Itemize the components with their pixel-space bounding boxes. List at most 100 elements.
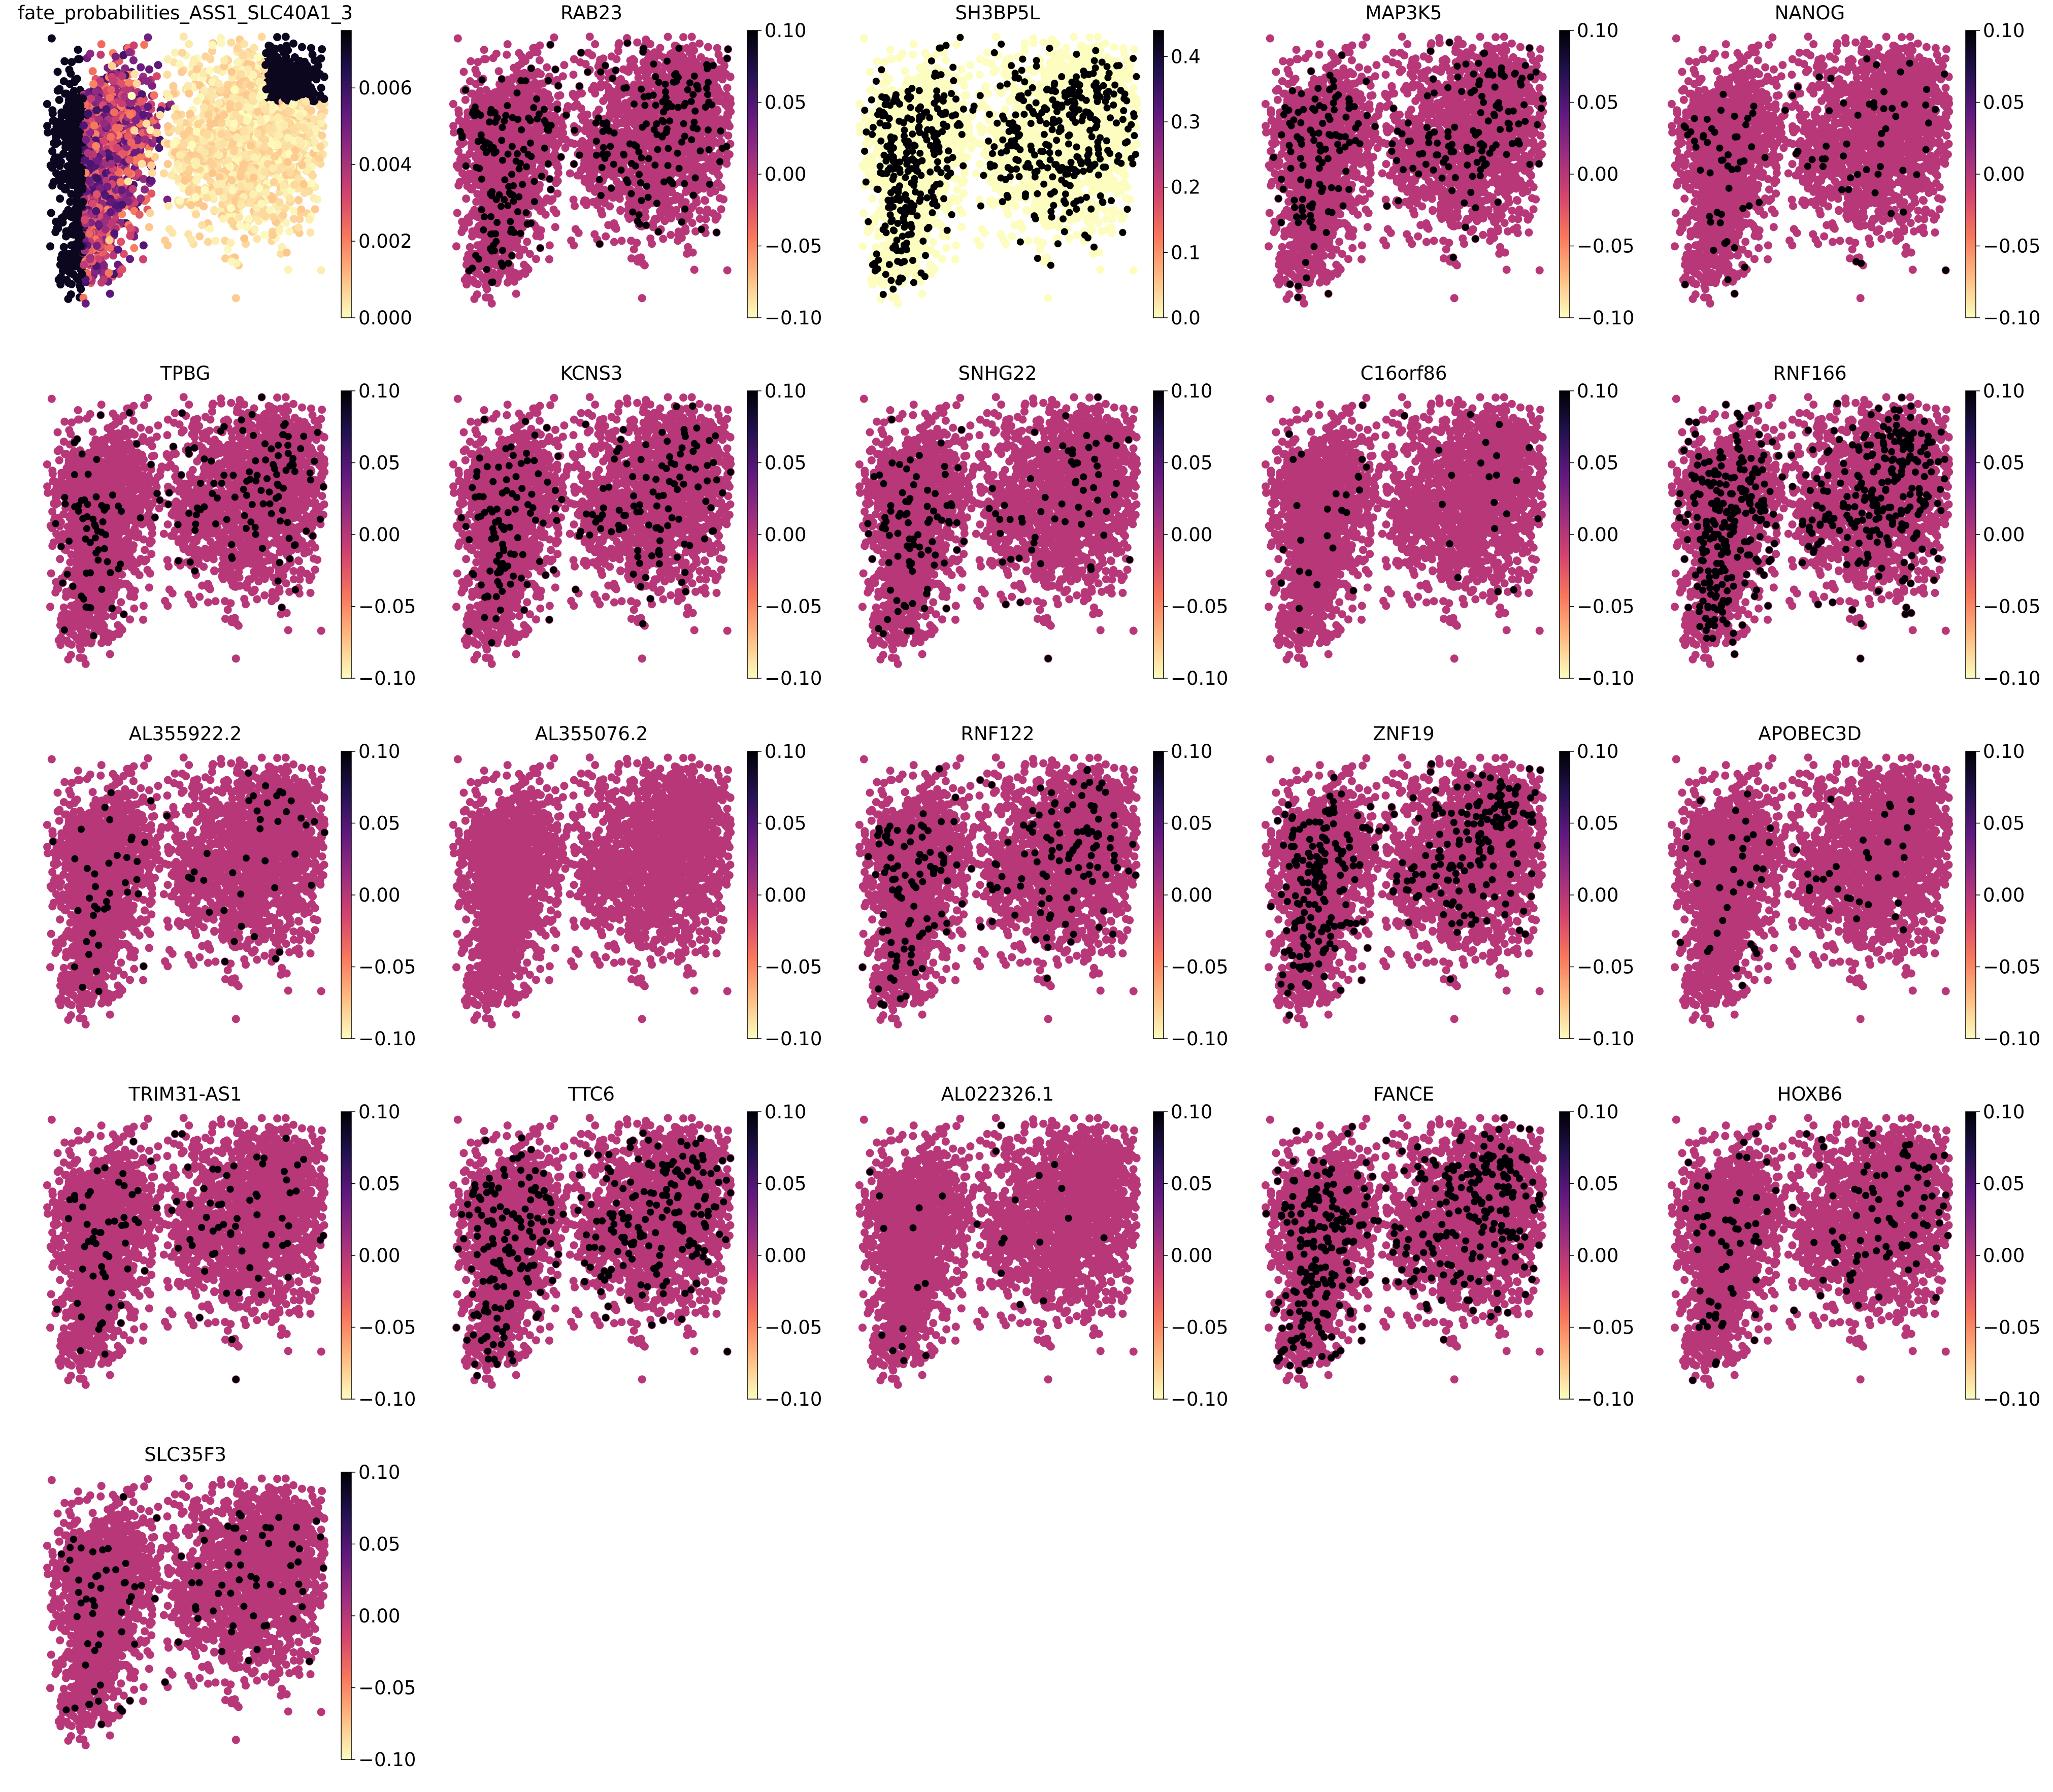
cell-point <box>454 147 462 155</box>
cell-point <box>105 269 113 277</box>
cell-point <box>454 181 462 189</box>
cell-point <box>270 178 278 186</box>
cell-point <box>250 174 258 182</box>
cell-point <box>454 106 462 114</box>
cell-point <box>82 136 90 144</box>
cell-point <box>93 190 101 198</box>
cell-point <box>318 112 326 120</box>
cell-point <box>219 139 227 147</box>
cell-point <box>458 169 467 177</box>
cell-point <box>233 133 241 141</box>
cell-point <box>170 83 178 91</box>
cell-point <box>460 224 468 233</box>
cell-point <box>308 179 316 187</box>
cell-point <box>207 120 215 128</box>
cell-point <box>86 160 94 168</box>
cell-point <box>218 119 226 127</box>
cell-point <box>235 102 243 110</box>
cell-point <box>227 217 236 225</box>
cell-point <box>143 120 151 128</box>
cell-point <box>164 202 173 210</box>
cell-point <box>154 61 162 69</box>
cell-point <box>126 255 134 263</box>
cell-point <box>130 42 138 50</box>
cell-point <box>290 181 299 189</box>
cell-point <box>57 182 65 190</box>
cell-point <box>301 58 309 66</box>
cell-point <box>138 160 146 168</box>
cell-point <box>43 100 51 108</box>
cell-point <box>180 131 188 139</box>
cell-point <box>219 194 227 202</box>
cell-point <box>232 294 240 302</box>
cell-point <box>137 194 145 203</box>
cell-point <box>230 120 238 128</box>
cell-point <box>68 119 76 127</box>
cell-point <box>76 55 84 63</box>
cell-point <box>130 126 139 135</box>
cell-point <box>493 94 501 103</box>
cell-point <box>320 73 328 81</box>
cell-point <box>57 273 65 281</box>
cell-point <box>92 142 100 150</box>
cell-point <box>240 40 248 48</box>
cell-point <box>520 246 528 254</box>
cell-point <box>80 121 88 129</box>
cell-point <box>227 204 235 212</box>
cell-point <box>148 169 156 177</box>
cell-point <box>54 224 62 233</box>
cell-point <box>570 71 578 79</box>
cell-point <box>176 197 184 205</box>
cell-point <box>60 77 68 85</box>
cell-point <box>185 89 193 97</box>
cell-point <box>164 55 172 63</box>
cell-point <box>86 255 94 263</box>
cell-point <box>495 67 503 75</box>
cell-point <box>89 67 97 75</box>
cell-point <box>491 177 500 185</box>
cell-point <box>278 82 286 90</box>
cell-point <box>273 53 281 61</box>
cell-point <box>282 91 290 99</box>
cell-point <box>227 257 236 266</box>
cell-point <box>68 58 76 66</box>
cell-point <box>192 210 200 218</box>
cell-point <box>473 290 481 298</box>
cell-point <box>254 129 262 138</box>
cell-point <box>273 33 281 41</box>
cell-point <box>187 236 195 244</box>
cell-point <box>188 141 196 149</box>
cell-point <box>465 130 473 138</box>
cell-point <box>193 97 201 105</box>
cell-point <box>128 92 136 100</box>
cell-point <box>181 177 189 185</box>
cell-point <box>213 65 221 74</box>
cell-point <box>317 84 325 92</box>
cell-point <box>291 146 300 154</box>
cell-point <box>249 190 257 198</box>
cell-point <box>125 156 134 164</box>
cell-point <box>164 160 172 168</box>
cell-point <box>460 68 468 76</box>
cell-point <box>250 153 258 161</box>
cell-point <box>109 77 117 85</box>
cell-point <box>180 32 188 41</box>
cell-point <box>483 167 491 175</box>
cell-point <box>84 110 92 118</box>
cell-point <box>289 92 297 100</box>
cell-point <box>54 87 62 95</box>
cell-point <box>84 149 92 157</box>
cell-point <box>226 163 235 171</box>
cell-point <box>476 87 484 95</box>
cell-point <box>261 106 270 114</box>
cell-point <box>554 177 562 185</box>
cell-point <box>535 185 543 193</box>
cell-point <box>320 95 328 103</box>
cell-point <box>298 161 306 169</box>
cell-point <box>203 130 211 139</box>
cell-point <box>49 117 57 125</box>
cell-point <box>545 111 553 119</box>
cell-point <box>72 175 80 183</box>
cell-point <box>192 157 200 165</box>
